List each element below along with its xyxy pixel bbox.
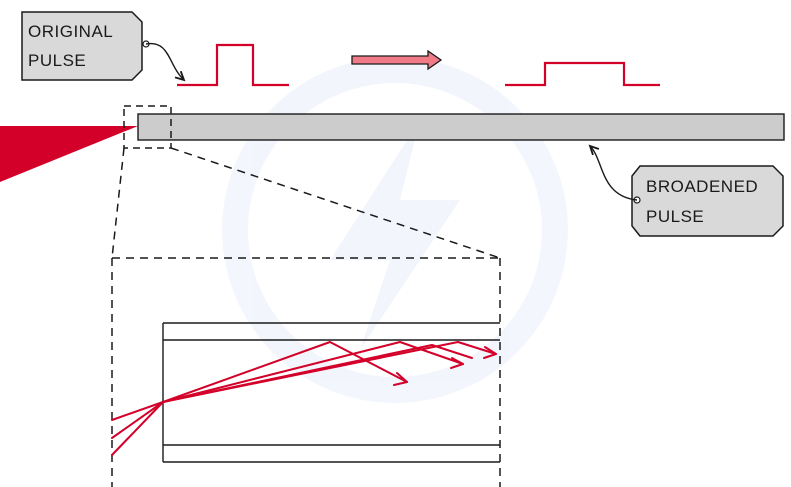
original-pulse-label-line2: PULSE <box>28 51 86 70</box>
watermark-logo <box>222 57 568 403</box>
light-ray-axial <box>162 341 497 403</box>
original-pulse-label-line1: ORIGINAL <box>28 22 113 41</box>
original-pulse-pointer <box>145 42 186 82</box>
light-ray-medium <box>162 341 464 403</box>
broadened-pulse-pointer <box>588 144 638 201</box>
broadened-pulse-label-line1: BROADENED <box>646 177 758 196</box>
zoom-region-box <box>123 105 172 149</box>
broadened-pulse-label-line2: PULSE <box>646 207 704 226</box>
magnified-fibre <box>162 322 500 463</box>
original-pulse-tag: ORIGINAL PULSE <box>21 11 150 81</box>
light-ray-steep <box>162 341 408 403</box>
zoom-projection-lines <box>111 147 501 487</box>
incoming-light-beam <box>0 126 138 182</box>
direction-arrow <box>351 49 443 71</box>
broadened-pulse-waveform <box>505 61 660 87</box>
light-rays <box>111 341 497 456</box>
original-pulse-waveform <box>177 43 289 87</box>
optical-fibre <box>137 113 785 141</box>
broadened-pulse-tag: BROADENED PULSE <box>631 165 784 237</box>
